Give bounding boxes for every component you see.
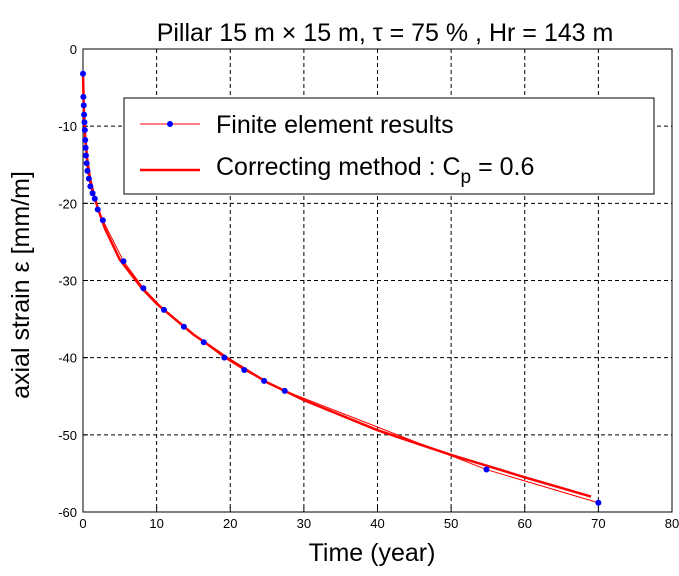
chart-title: Pillar 15 m × 15 m, τ = 75 % , Hr = 143 … (157, 19, 614, 47)
legend-label-correcting: Correcting method : Cp = 0.6 (216, 153, 534, 188)
y-tick-label: -10 (58, 119, 77, 134)
legend-label-correcting-sub: p (461, 167, 472, 188)
x-tick-label: 40 (370, 516, 384, 531)
x-axis-label: Time (year) (309, 539, 436, 567)
data-point-finite-element (91, 195, 98, 202)
series-group (80, 70, 602, 506)
data-point-finite-element (99, 217, 106, 224)
x-tick-label: 0 (79, 516, 86, 531)
data-point-finite-element (87, 183, 94, 190)
y-tick-label: -60 (58, 505, 77, 520)
y-tick-label: -50 (58, 428, 77, 443)
data-point-finite-element (85, 175, 92, 182)
data-point-finite-element (595, 499, 602, 506)
legend-box (123, 97, 655, 195)
x-tick-label: 30 (297, 516, 311, 531)
data-point-finite-element (180, 323, 187, 330)
data-point-finite-element (83, 160, 90, 167)
legend-marker-fe (167, 121, 173, 127)
data-point-finite-element (241, 367, 248, 374)
data-point-finite-element (281, 387, 288, 394)
x-tick-label: 60 (518, 516, 532, 531)
axis-ticks: 0 10 20 30 40 50 60 70 80 0 -10 -20 -30 -40 -50 -60 (58, 42, 679, 531)
data-point-finite-element (200, 339, 207, 346)
data-point-finite-element (160, 306, 167, 313)
data-point-finite-element (120, 258, 127, 265)
data-point-finite-element (80, 93, 87, 100)
legend-label-correcting-tail: = 0.6 (471, 153, 534, 181)
x-tick-label: 50 (444, 516, 458, 531)
data-point-finite-element (84, 167, 91, 174)
legend-label-correcting-main: Correcting method : C (216, 153, 461, 181)
legend-label-fe: Finite element results (216, 111, 454, 139)
data-point-finite-element (80, 70, 86, 77)
x-tick-label: 70 (591, 516, 605, 531)
data-point-finite-element (140, 285, 147, 292)
data-point-finite-element (94, 206, 101, 213)
legend: Finite element results Correcting method… (123, 97, 655, 195)
data-point-finite-element (80, 102, 87, 109)
y-tick-label: -20 (58, 196, 77, 211)
data-point-finite-element (89, 190, 96, 197)
x-tick-label: 10 (149, 516, 163, 531)
x-tick-label: 80 (665, 516, 679, 531)
data-point-finite-element (82, 144, 89, 151)
data-point-finite-element (82, 137, 89, 144)
data-point-finite-element (81, 111, 88, 118)
y-axis-label: axial strain ε [mm/m] (7, 171, 35, 399)
x-tick-label: 20 (223, 516, 237, 531)
y-tick-label: 0 (70, 42, 77, 57)
data-point-finite-element (221, 354, 228, 361)
data-point-finite-element (261, 377, 268, 384)
data-point-finite-element (483, 466, 490, 473)
data-point-finite-element (82, 152, 89, 159)
data-point-finite-element (81, 127, 88, 134)
y-tick-label: -40 (58, 351, 77, 366)
y-tick-label: -30 (58, 274, 77, 289)
data-point-finite-element (81, 119, 88, 126)
